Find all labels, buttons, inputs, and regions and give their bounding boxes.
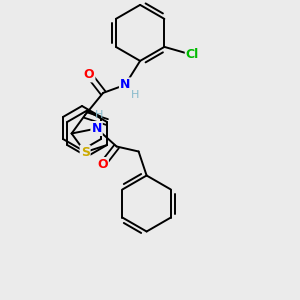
- Text: O: O: [84, 68, 94, 81]
- Text: O: O: [97, 158, 108, 171]
- Text: S: S: [81, 146, 90, 159]
- Text: H: H: [94, 110, 103, 121]
- Text: H: H: [131, 90, 139, 100]
- Text: Cl: Cl: [186, 48, 199, 62]
- Text: N: N: [120, 78, 130, 92]
- Text: N: N: [92, 122, 102, 135]
